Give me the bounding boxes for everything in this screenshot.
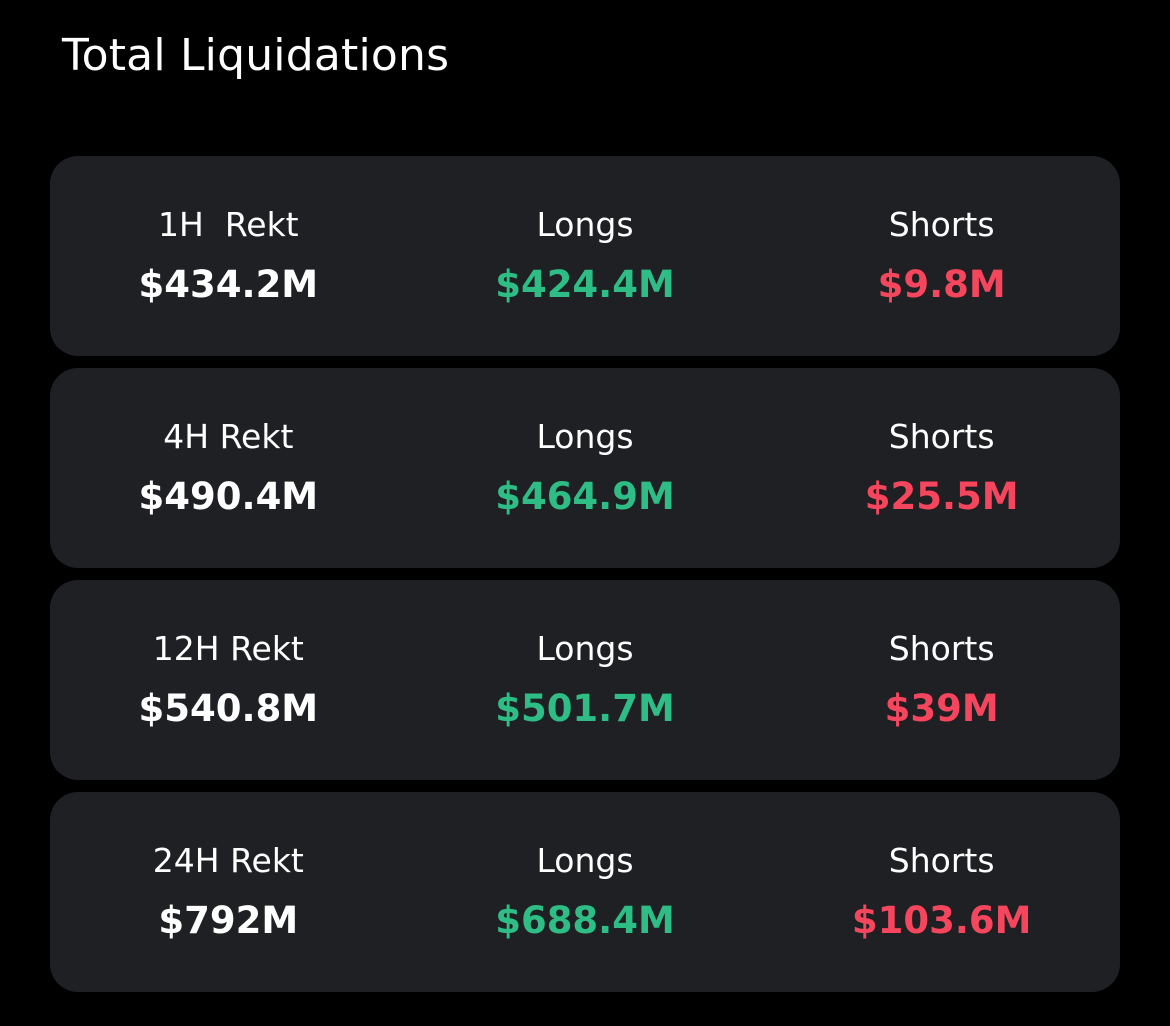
period-label: 4H Rekt — [163, 416, 294, 456]
longs-label: Longs — [536, 416, 634, 456]
period-label: 24H Rekt — [152, 840, 304, 880]
total-value: $490.4M — [138, 474, 319, 518]
shorts-column: Shorts $103.6M — [763, 792, 1120, 992]
longs-value: $688.4M — [495, 898, 675, 942]
total-value: $540.8M — [138, 686, 319, 730]
longs-value: $464.9M — [495, 474, 675, 518]
liquidation-card-12h[interactable]: 12H Rekt $540.8M Longs $501.7M Shorts $3… — [50, 580, 1120, 780]
longs-label: Longs — [536, 628, 634, 668]
longs-label: Longs — [536, 204, 634, 244]
shorts-label: Shorts — [888, 840, 995, 880]
longs-value: $424.4M — [495, 262, 675, 306]
shorts-value: $39M — [884, 686, 999, 730]
shorts-value: $9.8M — [877, 262, 1006, 306]
total-column: 1H Rekt $434.2M — [50, 156, 407, 356]
longs-column: Longs $424.4M — [407, 156, 764, 356]
shorts-label: Shorts — [888, 628, 995, 668]
liquidation-card-4h[interactable]: 4H Rekt $490.4M Longs $464.9M Shorts $25… — [50, 368, 1120, 568]
longs-column: Longs $688.4M — [407, 792, 764, 992]
longs-label: Longs — [536, 840, 634, 880]
total-column: 4H Rekt $490.4M — [50, 368, 407, 568]
liquidation-card-1h[interactable]: 1H Rekt $434.2M Longs $424.4M Shorts $9.… — [50, 156, 1120, 356]
shorts-label: Shorts — [888, 416, 995, 456]
liquidation-cards: 1H Rekt $434.2M Longs $424.4M Shorts $9.… — [50, 156, 1120, 992]
longs-column: Longs $464.9M — [407, 368, 764, 568]
total-column: 12H Rekt $540.8M — [50, 580, 407, 780]
shorts-label: Shorts — [888, 204, 995, 244]
total-value: $434.2M — [138, 262, 319, 306]
total-value: $792M — [158, 898, 299, 942]
period-label: 1H Rekt — [158, 204, 299, 244]
page-title: Total Liquidations — [62, 30, 450, 81]
liquidation-card-24h[interactable]: 24H Rekt $792M Longs $688.4M Shorts $103… — [50, 792, 1120, 992]
total-column: 24H Rekt $792M — [50, 792, 407, 992]
period-label: 12H Rekt — [152, 628, 304, 668]
longs-column: Longs $501.7M — [407, 580, 764, 780]
shorts-column: Shorts $25.5M — [763, 368, 1120, 568]
longs-value: $501.7M — [495, 686, 675, 730]
shorts-column: Shorts $9.8M — [763, 156, 1120, 356]
shorts-value: $103.6M — [851, 898, 1032, 942]
shorts-value: $25.5M — [864, 474, 1019, 518]
shorts-column: Shorts $39M — [763, 580, 1120, 780]
